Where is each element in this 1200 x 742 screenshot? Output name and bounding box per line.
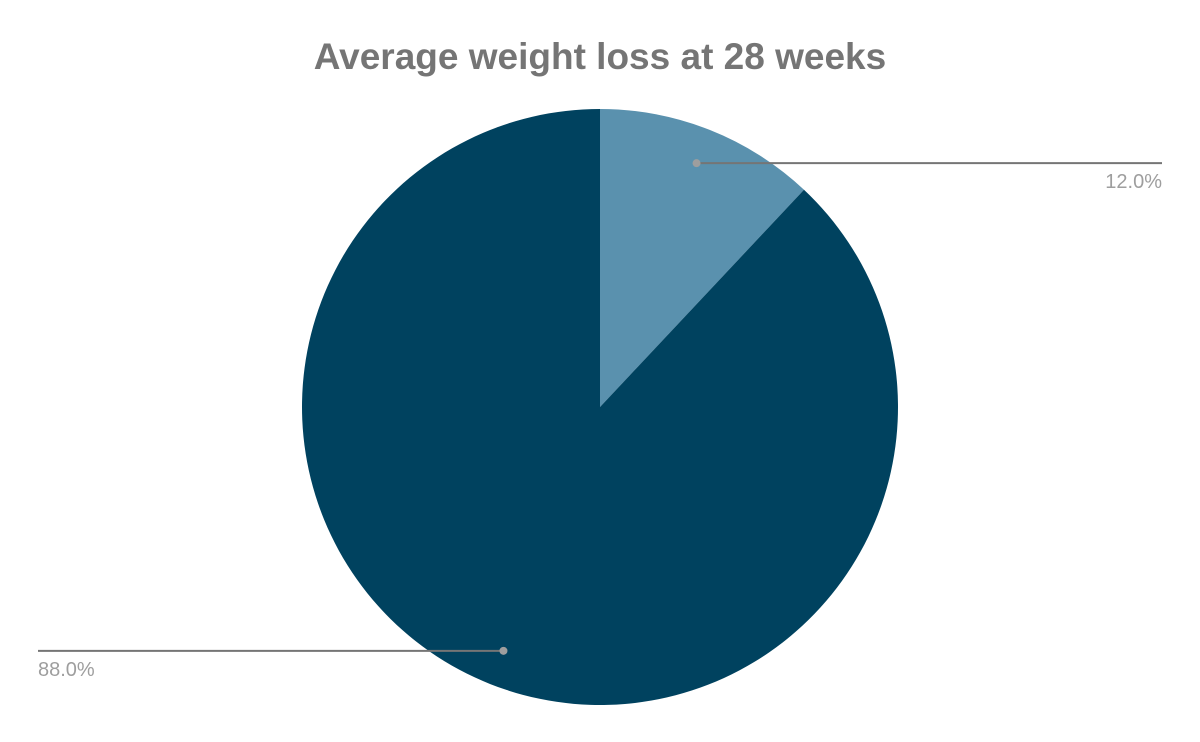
slice-label-1: 88.0% xyxy=(38,659,95,681)
chart-title: Average weight loss at 28 weeks xyxy=(313,36,887,77)
pie-slices xyxy=(301,109,899,705)
pie-slice-0 xyxy=(600,109,804,407)
pie-slice-1 xyxy=(301,109,899,705)
leader-dot-1 xyxy=(499,646,508,655)
leader-lines: 12.0% 88.0% xyxy=(38,159,1162,681)
slice-label-0: 12.0% xyxy=(1105,171,1162,193)
leader-dot-0 xyxy=(692,159,701,168)
